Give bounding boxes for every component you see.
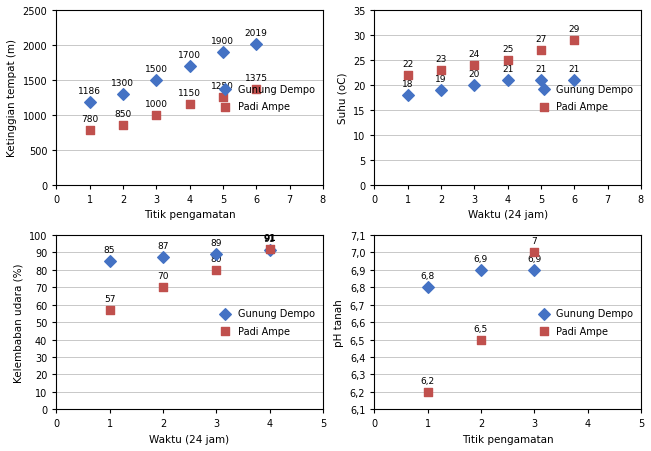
Text: 1150: 1150 — [178, 89, 201, 98]
Gunung Dempo — [529, 267, 540, 274]
Padi Ampe — [476, 336, 486, 343]
Gunung Dempo — [251, 41, 262, 48]
Gunung Dempo — [503, 77, 513, 84]
Text: 1300: 1300 — [111, 79, 134, 88]
Padi Ampe — [436, 67, 446, 74]
Gunung Dempo — [217, 49, 228, 56]
Padi Ampe — [402, 72, 413, 79]
Padi Ampe — [251, 86, 262, 93]
Text: 89: 89 — [210, 238, 222, 247]
Gunung Dempo — [118, 91, 128, 98]
Gunung Dempo — [469, 82, 480, 89]
Text: 19: 19 — [436, 75, 447, 84]
Text: 27: 27 — [535, 35, 547, 44]
Text: 6,5: 6,5 — [474, 324, 488, 333]
Text: 850: 850 — [115, 110, 132, 119]
Text: 1186: 1186 — [78, 87, 101, 96]
Padi Ampe — [529, 249, 540, 256]
Text: 57: 57 — [104, 294, 115, 303]
Padi Ampe — [211, 267, 221, 274]
Padi Ampe — [536, 47, 546, 55]
Gunung Dempo — [436, 87, 446, 94]
Text: 1375: 1375 — [245, 74, 268, 83]
Padi Ampe — [469, 62, 480, 69]
Padi Ampe — [85, 127, 95, 134]
Text: 1900: 1900 — [212, 37, 234, 46]
Text: 25: 25 — [502, 45, 514, 54]
Padi Ampe — [569, 37, 579, 45]
Text: 1250: 1250 — [212, 82, 234, 91]
Padi Ampe — [104, 307, 115, 314]
Text: 780: 780 — [81, 115, 98, 124]
Text: 6,9: 6,9 — [474, 254, 488, 263]
Text: 6,8: 6,8 — [421, 272, 435, 281]
X-axis label: Titik pengamatan: Titik pengamatan — [462, 434, 553, 444]
Text: 29: 29 — [568, 25, 580, 34]
Text: 91: 91 — [264, 235, 275, 244]
Gunung Dempo — [184, 63, 195, 70]
Legend: Gunung Dempo, Padi Ampe: Gunung Dempo, Padi Ampe — [531, 305, 636, 339]
Gunung Dempo — [85, 99, 95, 106]
Text: 2019: 2019 — [245, 28, 268, 37]
Text: 23: 23 — [436, 55, 447, 64]
Text: 1000: 1000 — [145, 100, 168, 109]
Gunung Dempo — [536, 77, 546, 84]
Text: 22: 22 — [402, 60, 413, 69]
Gunung Dempo — [569, 77, 579, 84]
Text: 91: 91 — [263, 233, 276, 242]
Y-axis label: Kelembaban udara (%): Kelembaban udara (%) — [13, 262, 23, 382]
Gunung Dempo — [422, 284, 433, 291]
Padi Ampe — [503, 57, 513, 64]
Text: 7: 7 — [531, 237, 537, 245]
Text: 6,2: 6,2 — [421, 376, 435, 385]
Legend: Gunung Dempo, Padi Ampe: Gunung Dempo, Padi Ampe — [213, 305, 318, 339]
Gunung Dempo — [402, 92, 413, 99]
Gunung Dempo — [158, 254, 168, 261]
Text: 6,9: 6,9 — [527, 254, 542, 263]
Text: 1500: 1500 — [145, 65, 168, 74]
X-axis label: Waktu (24 jam): Waktu (24 jam) — [467, 210, 547, 220]
Text: 21: 21 — [502, 65, 514, 74]
Y-axis label: Ketinggian tempat (m): Ketinggian tempat (m) — [7, 39, 17, 157]
Text: 24: 24 — [469, 50, 480, 59]
Legend: Gunung Dempo, Padi Ampe: Gunung Dempo, Padi Ampe — [213, 82, 318, 115]
Gunung Dempo — [151, 77, 161, 84]
Padi Ampe — [184, 101, 195, 109]
Padi Ampe — [422, 388, 433, 396]
Text: 20: 20 — [469, 70, 480, 79]
Text: 18: 18 — [402, 80, 413, 89]
Gunung Dempo — [211, 251, 221, 258]
X-axis label: Waktu (24 jam): Waktu (24 jam) — [150, 434, 230, 444]
Y-axis label: Suhu (oC): Suhu (oC) — [337, 73, 347, 124]
Padi Ampe — [264, 245, 275, 253]
Text: 21: 21 — [568, 65, 580, 74]
Text: 87: 87 — [157, 242, 169, 251]
Padi Ampe — [158, 284, 168, 291]
Gunung Dempo — [476, 267, 486, 274]
Padi Ampe — [217, 95, 228, 102]
Text: 80: 80 — [210, 254, 222, 263]
Padi Ampe — [151, 112, 161, 119]
X-axis label: Titik pengamatan: Titik pengamatan — [144, 210, 236, 220]
Gunung Dempo — [104, 258, 115, 265]
Text: 1700: 1700 — [178, 51, 201, 60]
Text: 21: 21 — [535, 65, 547, 74]
Text: 70: 70 — [157, 272, 169, 281]
Padi Ampe — [118, 123, 128, 130]
Y-axis label: pH tanah: pH tanah — [335, 299, 344, 346]
Text: 85: 85 — [104, 245, 115, 254]
Gunung Dempo — [264, 247, 275, 254]
Legend: Gunung Dempo, Padi Ampe: Gunung Dempo, Padi Ampe — [531, 82, 636, 115]
